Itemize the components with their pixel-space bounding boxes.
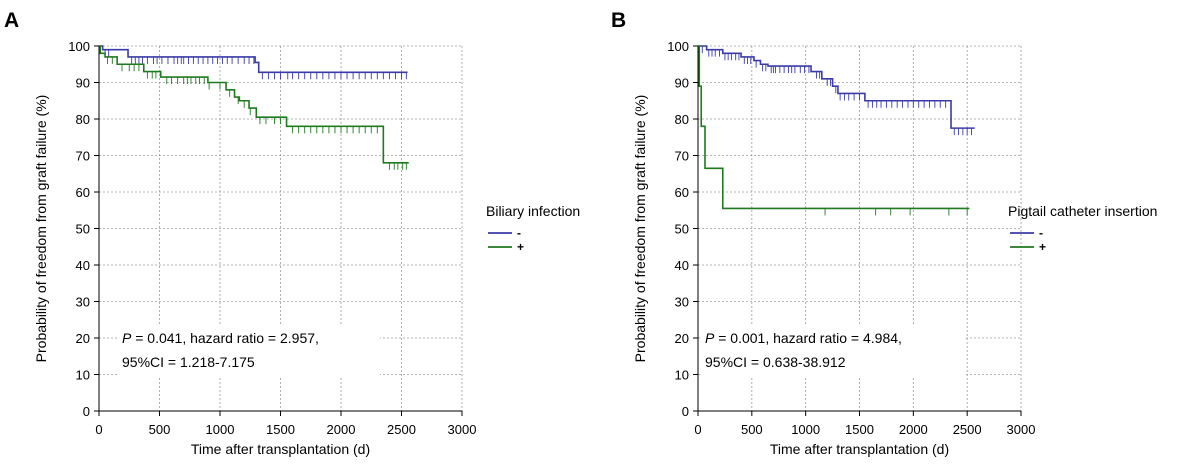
x-tick-label: 2000 [899,422,928,437]
annotation-background [700,325,965,377]
y-tick-label: 100 [68,39,90,54]
y-tick-label: 0 [83,404,90,419]
stats-annotation-line1: P = 0.041, hazard ratio = 2.957, [122,330,319,346]
y-tick-label: 60 [675,185,689,200]
x-tick-label: 1000 [791,422,820,437]
y-tick-label: 50 [675,222,689,237]
stats-annotation-line2: 95%CI = 1.218-7.175 [122,354,255,370]
y-axis-title: Probability of freedom from graft failur… [33,95,49,363]
stats-annotation-line2: 95%CI = 0.638-38.912 [705,354,846,370]
x-tick-label: 0 [95,422,102,437]
y-tick-label: 40 [76,258,90,273]
legend-title: Biliary infection [486,203,580,219]
y-tick-label: 10 [76,368,90,383]
survival-curve [99,45,409,164]
y-tick-label: 30 [675,295,689,310]
x-tick-label: 2000 [327,422,356,437]
survival-curve [698,45,970,210]
x-tick-label: 3000 [1007,422,1036,437]
stats-annotation-line1: P = 0.001, hazard ratio = 4.984, [705,330,902,346]
y-tick-label: 30 [76,295,90,310]
y-tick-label: 80 [76,112,90,127]
legend: Pigtail catheter insertion -+ [1008,203,1157,254]
legend-entry-label: - [517,226,521,240]
y-tick-label: 80 [675,112,689,127]
x-tick-label: 0 [694,422,701,437]
y-tick-label: 100 [667,39,689,54]
y-tick-label: 90 [675,76,689,91]
panel-label: B [611,9,626,32]
x-tick-label: 1500 [266,422,295,437]
y-tick-label: 10 [675,368,689,383]
y-tick-label: 20 [675,331,689,346]
p-value-text: = 0.001, hazard ratio = 4.984, [714,330,902,346]
legend-title: Pigtail catheter insertion [1008,203,1157,219]
legend-entry-label: + [517,240,524,254]
y-tick-label: 0 [682,404,689,419]
p-value-symbol: P [122,330,132,346]
series-positive [99,45,409,170]
y-tick-label: 40 [675,258,689,273]
y-tick-label: 20 [76,331,90,346]
x-tick-label: 3000 [448,422,477,437]
series-negative [99,45,408,80]
y-tick-label: 60 [76,185,90,200]
legend-entry-label: + [1039,240,1046,254]
annotation-background [118,325,380,377]
p-value-text: = 0.041, hazard ratio = 2.957, [131,330,319,346]
x-tick-label: 1500 [845,422,874,437]
x-axis-title: Time after transplantation (d) [770,441,949,457]
survival-curve [698,45,975,129]
x-tick-label: 1000 [206,422,235,437]
x-tick-label: 2500 [387,422,416,437]
survival-curve [99,45,408,74]
x-tick-label: 500 [149,422,171,437]
x-axis-title: Time after transplantation (d) [191,441,370,457]
series-positive [698,45,970,216]
y-tick-label: 70 [76,149,90,164]
p-value-symbol: P [705,330,715,346]
legend: Biliary infection -+ [486,203,580,254]
x-tick-label: 500 [741,422,763,437]
y-axis-title: Probability of freedom from graft failur… [632,95,648,363]
legend-entry-label: - [1039,226,1043,240]
y-tick-label: 70 [675,149,689,164]
y-tick-label: 90 [76,76,90,91]
y-tick-label: 50 [76,222,90,237]
series-negative [698,45,975,136]
x-tick-label: 2500 [953,422,982,437]
panel-label: A [4,9,19,32]
